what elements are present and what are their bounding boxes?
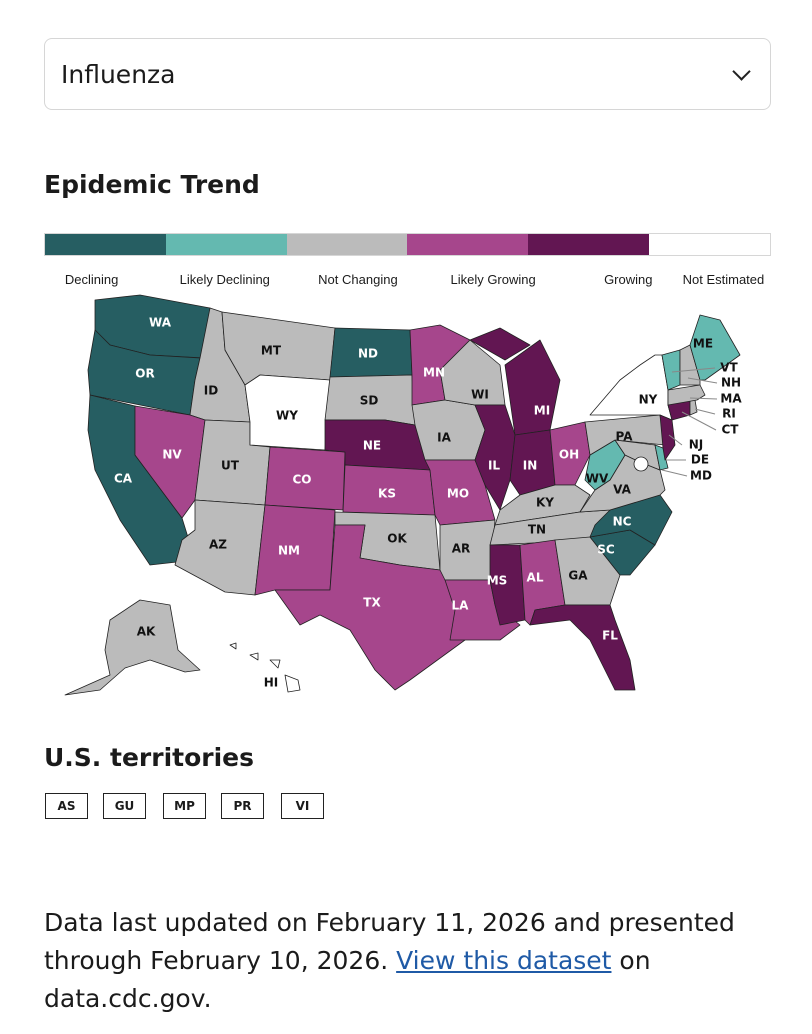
territory-vi[interactable]: VI: [281, 793, 324, 819]
state-fl[interactable]: [529, 604, 636, 691]
callout-line-nh: [687, 377, 718, 384]
state-hi[interactable]: [229, 642, 301, 693]
state-wy[interactable]: [244, 374, 331, 451]
state-label-md: MD: [690, 469, 712, 483]
update-text: Data last updated on February 11, 2026 a…: [44, 908, 735, 975]
legend-label: Likely Growing: [450, 272, 536, 287]
state-dc[interactable]: [633, 456, 649, 472]
legend-label: Not Changing: [318, 272, 398, 287]
state-ks[interactable]: [342, 464, 436, 516]
callout-line-nj: [668, 434, 683, 446]
legend-swatch-not-changing: [286, 234, 408, 255]
territory-as[interactable]: AS: [45, 793, 88, 819]
state-de[interactable]: [654, 444, 669, 471]
state-label-ri: RI: [722, 407, 736, 421]
state-ga[interactable]: [554, 536, 621, 606]
state-ny[interactable]: [589, 354, 673, 421]
state-label-ma: MA: [720, 392, 742, 406]
state-nd[interactable]: [329, 327, 413, 378]
state-ar[interactable]: [439, 519, 496, 581]
state-nm[interactable]: [254, 504, 336, 596]
legend-swatch-likely-growing: [407, 234, 529, 255]
state-in[interactable]: [509, 429, 556, 496]
disease-select-value: Influenza: [61, 59, 176, 89]
state-nj[interactable]: [659, 414, 676, 461]
legend-label: Growing: [604, 272, 653, 287]
callout-line-md: [661, 469, 688, 477]
legend-label: Not Estimated: [682, 272, 765, 287]
view-dataset-link[interactable]: View this dataset: [396, 946, 612, 975]
territory-mp[interactable]: MP: [163, 793, 206, 819]
disease-select[interactable]: Influenza: [44, 38, 771, 110]
update-text-end: on data.cdc.gov.: [44, 946, 651, 1013]
state-label-ct: CT: [722, 423, 740, 437]
legend-swatch-growing: [528, 234, 650, 255]
state-label-de: DE: [691, 453, 709, 467]
state-label-nh: NH: [721, 376, 741, 390]
state-tx[interactable]: [274, 524, 466, 691]
state-co[interactable]: [264, 446, 346, 511]
state-me[interactable]: [689, 314, 741, 381]
data-update-note: Data last updated on February 11, 2026 a…: [44, 904, 774, 1018]
state-mt[interactable]: [221, 311, 336, 386]
state-ak[interactable]: [64, 599, 201, 696]
state-ia[interactable]: [411, 399, 486, 461]
territory-gu[interactable]: GU: [103, 793, 146, 819]
legend-bar: [44, 233, 771, 256]
legend-labels: Declining Likely Declining Not Changing …: [44, 273, 771, 287]
callout-line-vt: [671, 367, 716, 373]
state-az[interactable]: [174, 499, 266, 596]
state-nh[interactable]: [679, 344, 701, 386]
state-pa[interactable]: [584, 414, 666, 456]
legend-swatch-not-estimated: [649, 234, 770, 255]
epidemic-trend-title: Epidemic Trend: [44, 170, 260, 199]
territory-pr[interactable]: PR: [221, 793, 264, 819]
legend-label: Declining: [64, 272, 119, 287]
state-label-hi: HI: [264, 676, 279, 690]
callout-line-ct: [681, 411, 717, 431]
state-sd[interactable]: [324, 374, 416, 426]
state-label-nj: NJ: [689, 438, 704, 452]
legend-swatch-likely-declining: [165, 234, 287, 255]
state-oh[interactable]: [549, 421, 591, 486]
territories-title: U.S. territories: [44, 743, 254, 772]
state-ma[interactable]: [667, 384, 706, 406]
legend-label: Likely Declining: [179, 272, 270, 287]
callout-line-ma: [689, 397, 718, 400]
state-md[interactable]: [614, 439, 661, 471]
callout-line-ri: [694, 408, 716, 415]
legend-swatch-declining: [45, 234, 166, 255]
state-ri[interactable]: [689, 399, 698, 416]
